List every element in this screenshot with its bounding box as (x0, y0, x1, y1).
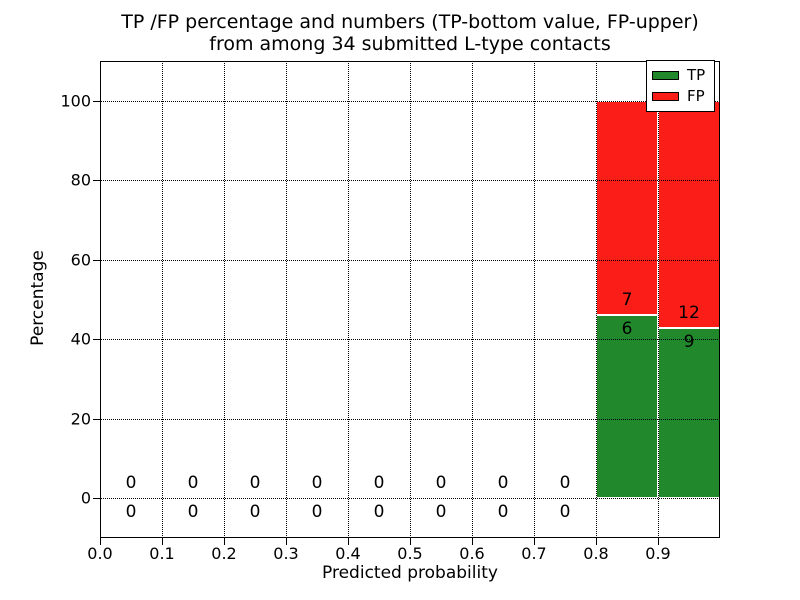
gridline-x-0.4 (348, 61, 349, 538)
x-tick-label-0.4: 0.4 (335, 544, 361, 563)
fp-count-label-0.1: 0 (187, 473, 199, 494)
fp-color-swatch (652, 92, 679, 101)
legend-label-fp: FP (687, 87, 705, 105)
tp-count-label-0.7: 0 (559, 502, 571, 523)
legend-item-fp: FP (652, 89, 714, 104)
x-tick-label-0.6: 0.6 (459, 544, 485, 563)
tp-count-label-0.8: 6 (621, 318, 633, 339)
chart-title-line2: from among 34 submitted L-type contacts (209, 33, 611, 55)
x-tick-0.5 (410, 538, 411, 545)
fp-count-label-0: 0 (125, 473, 137, 494)
x-tick-label-0.2: 0.2 (211, 544, 237, 563)
gridline-x-0.5 (410, 61, 411, 538)
plot-frame (100, 61, 720, 538)
fp-count-label-0.4: 0 (373, 473, 385, 494)
fp-count-label-0.8: 7 (621, 289, 633, 310)
x-axis-label: Predicted probability (322, 563, 498, 583)
legend: TP FP (646, 60, 715, 112)
gridline-x-0.3 (286, 61, 287, 538)
tp-count-label-0.1: 0 (187, 502, 199, 523)
x-tick-label-0.0: 0.0 (87, 544, 113, 563)
tp-color-swatch (652, 71, 679, 80)
chart-title-line1: TP /FP percentage and numbers (TP-bottom… (121, 11, 699, 33)
y-tick-label-40: 40 (70, 329, 91, 349)
fp-bar-0.8 (596, 100, 658, 315)
fp-count-label-0.3: 0 (311, 473, 323, 494)
gridline-x-0.2 (224, 61, 225, 538)
x-tick-0.7 (534, 538, 535, 545)
y-tick-80 (93, 180, 100, 182)
x-tick-label-0.7: 0.7 (521, 544, 547, 563)
x-tick-label-0.1: 0.1 (149, 544, 175, 563)
x-tick-label-0.9: 0.9 (645, 544, 671, 563)
y-tick-label-20: 20 (70, 409, 91, 429)
x-tick-0.9 (658, 538, 659, 545)
fp-count-label-0.6: 0 (497, 473, 509, 494)
y-tick-100 (93, 100, 100, 102)
fp-count-label-0.9: 12 (678, 302, 700, 323)
y-tick-label-60: 60 (70, 250, 91, 270)
tp-count-label-0.4: 0 (373, 502, 385, 523)
tp-count-label-0: 0 (125, 502, 137, 523)
x-tick-0.3 (286, 538, 287, 545)
x-tick-0.6 (472, 538, 473, 545)
tp-count-label-0.2: 0 (249, 502, 261, 523)
y-tick-label-0: 0 (80, 488, 91, 508)
tp-count-label-0.9: 9 (683, 331, 695, 352)
x-tick-0.2 (224, 538, 225, 545)
x-tick-0.4 (348, 538, 349, 545)
y-tick-20 (93, 418, 100, 420)
gridline-x-0.9 (658, 61, 659, 538)
gridline-x-0.7 (534, 61, 535, 538)
x-tick-label-0.8: 0.8 (583, 544, 609, 563)
y-tick-label-100: 100 (60, 91, 91, 111)
gridline-x-0.6 (472, 61, 473, 538)
gridline-x-0.1 (162, 61, 163, 538)
legend-label-tp: TP (687, 66, 706, 84)
fp-count-label-0.2: 0 (249, 473, 261, 494)
legend-item-tp: TP (652, 68, 714, 83)
gridline-x-0.8 (596, 61, 597, 538)
y-tick-0 (93, 498, 100, 500)
fp-count-label-0.7: 0 (559, 473, 571, 494)
x-tick-0.1 (162, 538, 163, 545)
x-tick-label-0.3: 0.3 (273, 544, 299, 563)
x-tick-0.8 (596, 538, 597, 545)
y-tick-60 (93, 259, 100, 261)
y-tick-40 (93, 339, 100, 341)
y-tick-label-80: 80 (70, 170, 91, 190)
fp-count-label-0.5: 0 (435, 473, 447, 494)
tp-count-label-0.3: 0 (311, 502, 323, 523)
x-tick-label-0.5: 0.5 (397, 544, 423, 563)
tp-count-label-0.5: 0 (435, 502, 447, 523)
x-tick-0.0 (100, 538, 101, 545)
tp-count-label-0.6: 0 (497, 502, 509, 523)
